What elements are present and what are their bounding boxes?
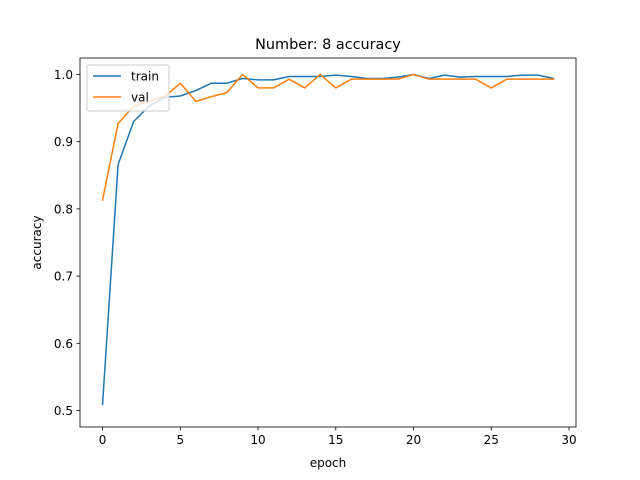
series-line-val	[101, 73, 555, 202]
x-tick-label: 25	[484, 433, 499, 447]
x-axis: 0 5 10 15 20 25 30	[99, 427, 577, 447]
y-axis: 0.5 0.6 0.7 0.8 0.9 1.0	[54, 68, 80, 418]
legend-label-train: train	[131, 70, 159, 84]
x-tick-label: 15	[328, 433, 343, 447]
plot-lines	[101, 73, 555, 406]
plot-frame	[79, 57, 577, 428]
x-tick-label: 10	[250, 433, 265, 447]
x-axis-label: epoch	[310, 456, 347, 470]
y-tick-label: 0.8	[54, 202, 73, 216]
legend-label-val: val	[131, 91, 149, 105]
series-line-train	[101, 73, 555, 406]
y-tick-label: 1.0	[54, 68, 73, 82]
y-tick-label: 0.7	[54, 270, 73, 284]
y-tick-label: 0.9	[54, 135, 73, 149]
x-tick-label: 0	[99, 433, 107, 447]
x-tick-label: 30	[561, 433, 576, 447]
y-axis-label: accuracy	[30, 215, 44, 269]
chart-title: Number: 8 accuracy	[255, 37, 401, 53]
x-tick-label: 20	[406, 433, 421, 447]
y-tick-label: 0.6	[54, 337, 73, 351]
y-tick-label: 0.5	[54, 404, 73, 418]
x-tick-label: 5	[176, 433, 184, 447]
legend: train val	[86, 64, 170, 112]
